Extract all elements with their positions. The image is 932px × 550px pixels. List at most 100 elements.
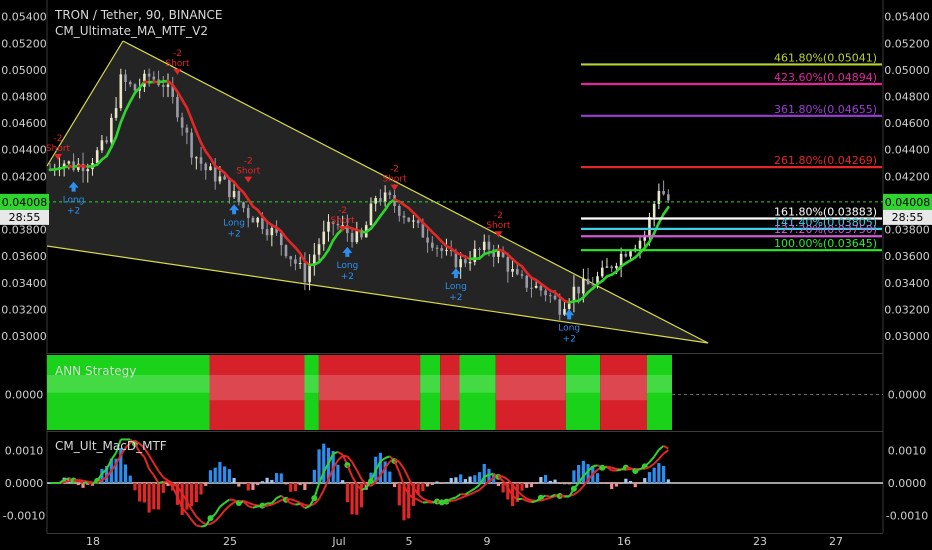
macd-histogram-bar [633, 483, 637, 488]
macd-signal-segment [190, 508, 198, 518]
macd-signal-segment [663, 449, 669, 455]
candle-body [397, 206, 401, 216]
macd-histogram-bar [577, 465, 581, 483]
fib-level-label: 261.80%(0.04269) [774, 154, 877, 167]
macd-signal-segment [478, 484, 485, 491]
candle-body [67, 161, 71, 164]
candle-body [572, 286, 576, 302]
macd-signal-segment [498, 474, 504, 478]
candle-body [473, 248, 477, 263]
price-tag-right [883, 193, 932, 210]
price-tag-value-right: 0.04008 [885, 196, 931, 209]
price-tick-right: 0.03800 [884, 224, 930, 237]
macd-line-segment [384, 455, 391, 459]
short-arrow-icon [244, 176, 253, 183]
wedge-fill [47, 41, 708, 343]
candle-body [86, 169, 90, 172]
macd-histogram-bar [383, 461, 387, 483]
macd-line-segment [209, 513, 216, 519]
macd-line-segment [351, 475, 358, 486]
candle-body [298, 263, 302, 265]
macd-histogram-bar [421, 483, 425, 492]
candle-body [256, 217, 259, 223]
time-tick: 18 [86, 535, 100, 548]
main-indicator-label: CM_Ultimate_MA_MTF_V2 [55, 24, 209, 38]
macd-signal-segment [516, 490, 523, 496]
candle-body [402, 215, 406, 218]
ma-segment [176, 90, 184, 102]
ma-segment [383, 201, 392, 212]
macd-histogram-bar [119, 448, 123, 483]
macd-signal-segment [119, 447, 127, 456]
macd-histogram-bar [605, 483, 609, 485]
long-signal-label: Long [63, 196, 85, 206]
macd-histogram-bar [223, 466, 227, 483]
ann-strategy-pane [47, 355, 883, 430]
ma-segment [279, 230, 288, 240]
price-tick-right: 0.03600 [884, 250, 930, 263]
fib-level-label: 161.80%(0.03883) [774, 206, 877, 219]
macd-signal-segment [483, 480, 490, 487]
macd-histogram-bar [477, 472, 482, 483]
macd-signal-segment [143, 447, 150, 457]
macd-histogram-bar [454, 477, 458, 483]
candle-body [577, 286, 580, 294]
candle-body [95, 150, 99, 164]
macd-histogram-bar [595, 473, 600, 483]
ann-segment-red [600, 355, 647, 430]
macd-histogram-bar [355, 483, 359, 515]
candle-body [501, 250, 505, 258]
macd-line-segment [77, 479, 84, 484]
candle-body [600, 267, 604, 277]
macd-line-segment [393, 460, 401, 473]
macd-signal-segment [63, 480, 70, 484]
macd-line-segment [138, 451, 146, 458]
macd-histogram-bar [194, 483, 198, 503]
macd-signal-segment [648, 462, 655, 469]
ann-segment-green [565, 355, 601, 430]
long-arrow-icon [450, 268, 461, 279]
ann-segment-overlay [647, 375, 672, 393]
macd-signal-segment [474, 488, 480, 494]
macd-histogram-bar [463, 479, 467, 483]
macd-signal-segment [351, 461, 358, 471]
ann-segment-red [495, 355, 566, 430]
candle-body [629, 251, 632, 257]
macd-line-segment [176, 496, 184, 509]
macd-histogram-bar [298, 483, 302, 486]
macd-signal-segment [78, 478, 84, 482]
ma-segment [171, 83, 179, 94]
macd-histogram-bar [284, 483, 288, 485]
macd-tick-left: 0.0010 [5, 445, 44, 458]
price-tick-left: 0.03200 [1, 303, 47, 316]
macd-histogram-bar [161, 483, 165, 493]
macd-line-segment [318, 471, 325, 485]
candle-body [567, 301, 571, 309]
macd-line-segment [408, 493, 415, 499]
macd-line-segment [483, 473, 490, 478]
macd-histogram-bar [199, 483, 203, 495]
ann-segment-overlay [47, 375, 210, 393]
macd-line-segment [219, 502, 226, 508]
candle-body [355, 229, 359, 243]
macd-line-segment [313, 483, 320, 499]
macd-signal-segment [172, 482, 179, 488]
candle-body [492, 249, 495, 257]
macd-signal-segment [573, 490, 580, 496]
macd-histogram-bar [152, 483, 156, 510]
candle-body [270, 227, 274, 236]
long-signal-strength: +2 [341, 272, 354, 282]
macd-signal-segment [271, 501, 277, 506]
macd-signal-segment [247, 501, 254, 506]
macd-histogram-bar [208, 470, 213, 483]
candle-body [327, 221, 330, 232]
fib-level-label: 127.20%(0.03750) [774, 223, 877, 236]
candle-body [171, 84, 175, 97]
macd-line-segment [190, 519, 198, 527]
ma-segment [379, 208, 387, 218]
candle-body [152, 76, 156, 80]
macd-histogram-bar [388, 471, 392, 483]
macd-line-segment [152, 474, 160, 484]
macd-line-segment [521, 497, 528, 502]
